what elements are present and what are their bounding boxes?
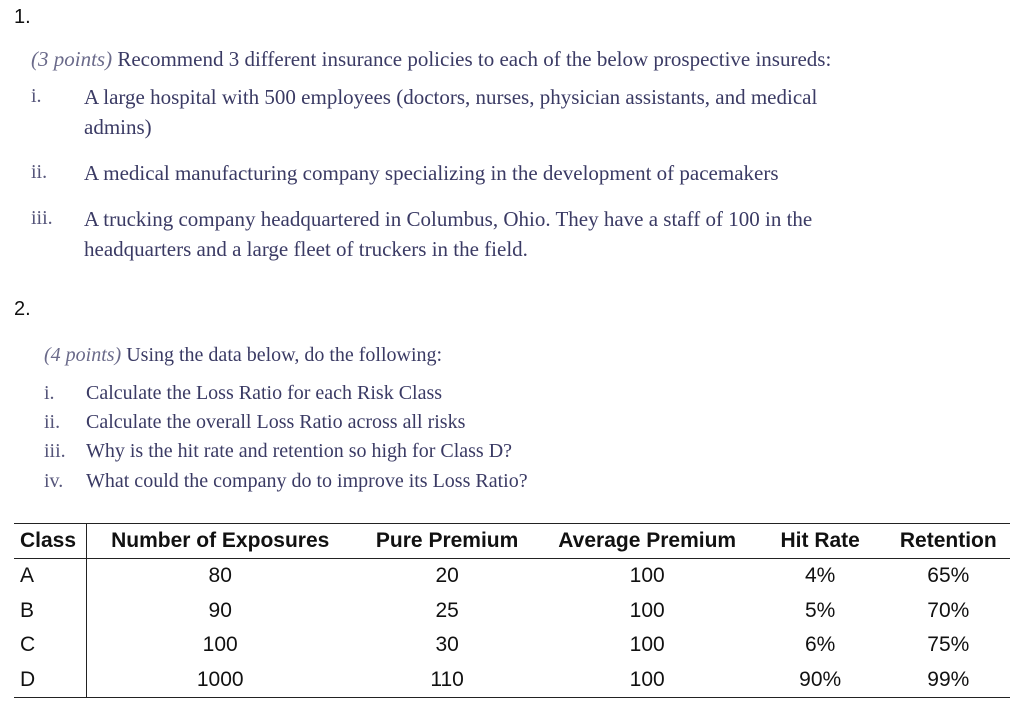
cell-average-premium: 100 <box>540 662 754 698</box>
cell-pure-premium: 30 <box>435 633 459 657</box>
header-class: Class <box>14 523 87 559</box>
header-hit-rate: Hit Rate <box>753 523 887 559</box>
question-1-prompt-line: (3 points) Recommend 3 different insuran… <box>31 44 831 74</box>
question-1-item-3-line-1: A trucking company headquartered in Colu… <box>84 207 813 231</box>
table-header-row: Class Number of Exposures Pure Premium A… <box>14 523 1010 559</box>
question-1-item-2-line-1: A medical manufacturing company speciali… <box>84 161 779 185</box>
question-2-item-3: iii. Why is the hit rate and retention so… <box>44 440 512 463</box>
table-row: C 100 30 100 6% 75% <box>14 628 1010 663</box>
question-1-item-1-line-2: admins) <box>84 115 152 139</box>
cell-class: C <box>14 628 87 663</box>
cell-pure-premium: 20 <box>435 564 459 588</box>
question-1-item-3-numeral: iii. <box>31 207 53 229</box>
question-2-number: 2. <box>14 298 31 320</box>
question-1-item-1-numeral: i. <box>31 85 42 107</box>
cell-exposures: 90 <box>208 598 232 622</box>
cell-average-premium: 100 <box>629 564 665 588</box>
question-2-item-1: i. Calculate the Loss Ratio for each Risk… <box>44 382 442 405</box>
cell-pure-premium: 25 <box>435 598 459 622</box>
question-2-item-3-numeral: iii. <box>44 440 66 462</box>
risk-class-table: Class Number of Exposures Pure Premium A… <box>14 523 1010 698</box>
question-2-item-2-text: Calculate the overall Loss Ratio across … <box>86 411 466 433</box>
table-row: A 80 20 100 4% 65% <box>14 558 1010 594</box>
question-2-item-1-numeral: i. <box>44 382 55 404</box>
question-2-item-3-text: Why is the hit rate and retention so hig… <box>86 440 513 462</box>
table-row: B 90 25 100 5% 70% <box>14 593 1010 628</box>
question-1-prompt: Recommend 3 different insurance policies… <box>117 47 832 71</box>
question-2-prompt: Using the data below, do the following: <box>126 344 443 366</box>
cell-hit-rate: 5% <box>805 598 836 622</box>
question-1-item-2-numeral: ii. <box>31 161 48 183</box>
cell-exposures: 80 <box>208 564 232 588</box>
question-2-item-2-numeral: ii. <box>44 411 61 433</box>
question-1-item-3-line-2: headquarters and a large fleet of trucke… <box>84 237 528 261</box>
cell-exposures: 100 <box>202 633 238 657</box>
header-number-of-exposures: Number of Exposures <box>86 523 354 559</box>
header-average-premium: Average Premium <box>540 523 754 559</box>
question-2-item-2: ii. Calculate the overall Loss Ratio acro… <box>44 411 465 434</box>
cell-hit-rate: 4% <box>805 564 836 588</box>
cell-exposures: 1000 <box>86 662 354 698</box>
question-2-item-4-numeral: iv. <box>44 470 64 492</box>
header-pure-premium: Pure Premium <box>353 523 541 559</box>
question-2-item-4: iv. What could the company do to improve … <box>44 470 528 493</box>
cell-retention: 70% <box>927 598 970 622</box>
cell-class: D <box>14 662 87 698</box>
question-2-item-4-text: What could the company do to improve its… <box>86 470 528 492</box>
question-1-item-1-line-1: A large hospital with 500 employees (doc… <box>84 85 818 109</box>
header-retention: Retention <box>886 523 1010 559</box>
cell-hit-rate: 90% <box>753 662 887 698</box>
cell-class: B <box>14 593 87 628</box>
cell-retention: 65% <box>927 564 970 588</box>
question-1-points: (3 points) <box>31 47 113 71</box>
cell-pure-premium: 110 <box>353 662 541 698</box>
cell-average-premium: 100 <box>629 598 665 622</box>
cell-retention: 75% <box>927 633 970 657</box>
question-2-points: (4 points) <box>44 344 122 366</box>
cell-average-premium: 100 <box>629 633 665 657</box>
cell-hit-rate: 6% <box>805 633 836 657</box>
question-2-item-1-text: Calculate the Loss Ratio for each Risk C… <box>86 382 443 404</box>
cell-retention: 99% <box>886 662 1010 698</box>
question-2-prompt-line: (4 points) Using the data below, do the … <box>44 340 442 370</box>
table-row: D 1000 110 100 90% 99% <box>14 662 1010 698</box>
cell-class: A <box>14 558 87 594</box>
question-1-number: 1. <box>14 6 31 28</box>
